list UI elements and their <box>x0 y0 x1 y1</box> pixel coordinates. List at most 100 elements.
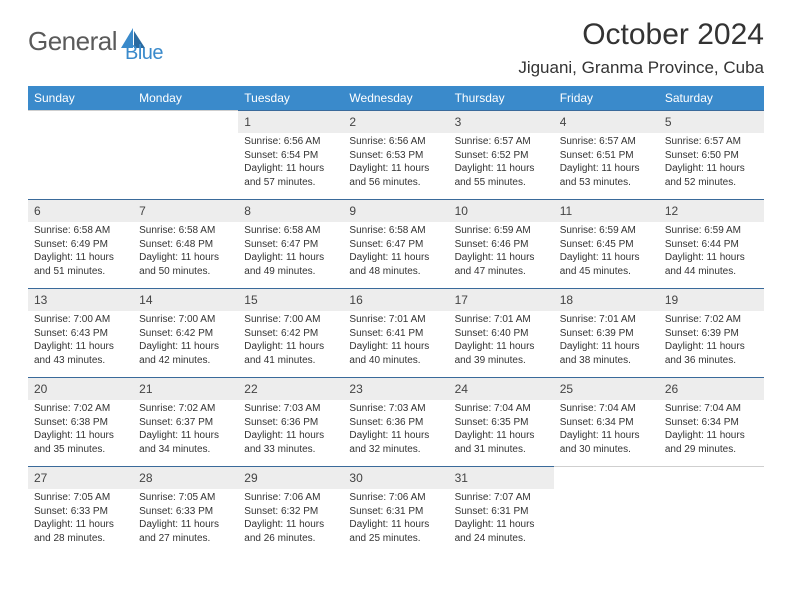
day-body: Sunrise: 7:00 AMSunset: 6:42 PMDaylight:… <box>238 311 343 371</box>
day-body: Sunrise: 7:01 AMSunset: 6:39 PMDaylight:… <box>554 311 659 371</box>
day-body: Sunrise: 7:01 AMSunset: 6:41 PMDaylight:… <box>343 311 448 371</box>
calendar-cell: 21Sunrise: 7:02 AMSunset: 6:37 PMDayligh… <box>133 377 238 466</box>
weekday-header: Monday <box>133 86 238 110</box>
day-body: Sunrise: 7:04 AMSunset: 6:34 PMDaylight:… <box>554 400 659 460</box>
calendar-cell: 22Sunrise: 7:03 AMSunset: 6:36 PMDayligh… <box>238 377 343 466</box>
calendar-cell: 7Sunrise: 6:58 AMSunset: 6:48 PMDaylight… <box>133 199 238 288</box>
calendar-cell <box>133 110 238 199</box>
day-body: Sunrise: 6:58 AMSunset: 6:49 PMDaylight:… <box>28 222 133 282</box>
day-body: Sunrise: 7:00 AMSunset: 6:43 PMDaylight:… <box>28 311 133 371</box>
day-body: Sunrise: 6:58 AMSunset: 6:47 PMDaylight:… <box>343 222 448 282</box>
calendar-cell: 28Sunrise: 7:05 AMSunset: 6:33 PMDayligh… <box>133 466 238 555</box>
day-number: 9 <box>343 199 448 222</box>
weekday-header-row: SundayMondayTuesdayWednesdayThursdayFrid… <box>28 86 764 110</box>
calendar-cell: 31Sunrise: 7:07 AMSunset: 6:31 PMDayligh… <box>449 466 554 555</box>
calendar-cell: 15Sunrise: 7:00 AMSunset: 6:42 PMDayligh… <box>238 288 343 377</box>
day-number: 5 <box>659 110 764 133</box>
day-number: 3 <box>449 110 554 133</box>
weekday-header: Friday <box>554 86 659 110</box>
day-number: 10 <box>449 199 554 222</box>
day-number: 6 <box>28 199 133 222</box>
day-number: 12 <box>659 199 764 222</box>
weekday-header: Saturday <box>659 86 764 110</box>
calendar-cell: 29Sunrise: 7:06 AMSunset: 6:32 PMDayligh… <box>238 466 343 555</box>
day-body: Sunrise: 7:03 AMSunset: 6:36 PMDaylight:… <box>343 400 448 460</box>
day-number: 24 <box>449 377 554 400</box>
day-body: Sunrise: 6:59 AMSunset: 6:44 PMDaylight:… <box>659 222 764 282</box>
day-number: 20 <box>28 377 133 400</box>
day-number: 4 <box>554 110 659 133</box>
day-body: Sunrise: 7:06 AMSunset: 6:32 PMDaylight:… <box>238 489 343 549</box>
calendar-cell: 26Sunrise: 7:04 AMSunset: 6:34 PMDayligh… <box>659 377 764 466</box>
calendar-cell: 24Sunrise: 7:04 AMSunset: 6:35 PMDayligh… <box>449 377 554 466</box>
day-number: 17 <box>449 288 554 311</box>
calendar-cell: 1Sunrise: 6:56 AMSunset: 6:54 PMDaylight… <box>238 110 343 199</box>
day-number: 31 <box>449 466 554 489</box>
day-body: Sunrise: 7:05 AMSunset: 6:33 PMDaylight:… <box>133 489 238 549</box>
logo-text-b: Blue <box>125 42 163 65</box>
calendar-cell: 11Sunrise: 6:59 AMSunset: 6:45 PMDayligh… <box>554 199 659 288</box>
calendar-cell: 9Sunrise: 6:58 AMSunset: 6:47 PMDaylight… <box>343 199 448 288</box>
day-body: Sunrise: 7:00 AMSunset: 6:42 PMDaylight:… <box>133 311 238 371</box>
day-number: 26 <box>659 377 764 400</box>
day-body: Sunrise: 6:56 AMSunset: 6:54 PMDaylight:… <box>238 133 343 193</box>
day-number: 27 <box>28 466 133 489</box>
logo-text-a: General <box>28 26 117 57</box>
calendar-cell: 12Sunrise: 6:59 AMSunset: 6:44 PMDayligh… <box>659 199 764 288</box>
calendar-cell: 16Sunrise: 7:01 AMSunset: 6:41 PMDayligh… <box>343 288 448 377</box>
day-body: Sunrise: 7:06 AMSunset: 6:31 PMDaylight:… <box>343 489 448 549</box>
header: General Blue October 2024 Jiguani, Granm… <box>28 18 764 78</box>
calendar-cell: 10Sunrise: 6:59 AMSunset: 6:46 PMDayligh… <box>449 199 554 288</box>
day-body: Sunrise: 7:05 AMSunset: 6:33 PMDaylight:… <box>28 489 133 549</box>
day-body: Sunrise: 7:02 AMSunset: 6:37 PMDaylight:… <box>133 400 238 460</box>
calendar-cell: 25Sunrise: 7:04 AMSunset: 6:34 PMDayligh… <box>554 377 659 466</box>
day-body: Sunrise: 7:02 AMSunset: 6:38 PMDaylight:… <box>28 400 133 460</box>
day-body: Sunrise: 7:04 AMSunset: 6:34 PMDaylight:… <box>659 400 764 460</box>
title-block: October 2024 Jiguani, Granma Province, C… <box>518 18 764 78</box>
day-body: Sunrise: 6:57 AMSunset: 6:52 PMDaylight:… <box>449 133 554 193</box>
day-number: 7 <box>133 199 238 222</box>
day-number: 13 <box>28 288 133 311</box>
calendar-cell: 13Sunrise: 7:00 AMSunset: 6:43 PMDayligh… <box>28 288 133 377</box>
calendar-row: 1Sunrise: 6:56 AMSunset: 6:54 PMDaylight… <box>28 110 764 199</box>
day-number: 11 <box>554 199 659 222</box>
day-body: Sunrise: 7:02 AMSunset: 6:39 PMDaylight:… <box>659 311 764 371</box>
calendar-cell: 2Sunrise: 6:56 AMSunset: 6:53 PMDaylight… <box>343 110 448 199</box>
day-number-empty <box>28 110 133 133</box>
day-number-empty <box>659 466 764 489</box>
logo: General Blue <box>28 18 163 65</box>
day-body: Sunrise: 7:04 AMSunset: 6:35 PMDaylight:… <box>449 400 554 460</box>
calendar-body: 1Sunrise: 6:56 AMSunset: 6:54 PMDaylight… <box>28 110 764 555</box>
day-number: 2 <box>343 110 448 133</box>
weekday-header: Wednesday <box>343 86 448 110</box>
day-body: Sunrise: 7:03 AMSunset: 6:36 PMDaylight:… <box>238 400 343 460</box>
day-number: 25 <box>554 377 659 400</box>
calendar-cell: 4Sunrise: 6:57 AMSunset: 6:51 PMDaylight… <box>554 110 659 199</box>
day-body: Sunrise: 6:57 AMSunset: 6:51 PMDaylight:… <box>554 133 659 193</box>
calendar-cell: 19Sunrise: 7:02 AMSunset: 6:39 PMDayligh… <box>659 288 764 377</box>
day-number: 23 <box>343 377 448 400</box>
calendar-cell <box>659 466 764 555</box>
day-number-empty <box>133 110 238 133</box>
day-number: 29 <box>238 466 343 489</box>
calendar-cell: 17Sunrise: 7:01 AMSunset: 6:40 PMDayligh… <box>449 288 554 377</box>
calendar-cell: 3Sunrise: 6:57 AMSunset: 6:52 PMDaylight… <box>449 110 554 199</box>
calendar-row: 20Sunrise: 7:02 AMSunset: 6:38 PMDayligh… <box>28 377 764 466</box>
calendar-cell: 20Sunrise: 7:02 AMSunset: 6:38 PMDayligh… <box>28 377 133 466</box>
calendar-cell <box>554 466 659 555</box>
location-text: Jiguani, Granma Province, Cuba <box>518 58 764 78</box>
weekday-header: Tuesday <box>238 86 343 110</box>
day-number: 22 <box>238 377 343 400</box>
day-body: Sunrise: 6:59 AMSunset: 6:46 PMDaylight:… <box>449 222 554 282</box>
calendar-cell: 30Sunrise: 7:06 AMSunset: 6:31 PMDayligh… <box>343 466 448 555</box>
calendar-cell: 6Sunrise: 6:58 AMSunset: 6:49 PMDaylight… <box>28 199 133 288</box>
calendar-row: 13Sunrise: 7:00 AMSunset: 6:43 PMDayligh… <box>28 288 764 377</box>
day-body: Sunrise: 6:59 AMSunset: 6:45 PMDaylight:… <box>554 222 659 282</box>
day-number: 8 <box>238 199 343 222</box>
calendar-row: 27Sunrise: 7:05 AMSunset: 6:33 PMDayligh… <box>28 466 764 555</box>
day-body: Sunrise: 6:58 AMSunset: 6:48 PMDaylight:… <box>133 222 238 282</box>
day-number: 19 <box>659 288 764 311</box>
day-number: 16 <box>343 288 448 311</box>
calendar-table: SundayMondayTuesdayWednesdayThursdayFrid… <box>28 86 764 555</box>
calendar-cell: 5Sunrise: 6:57 AMSunset: 6:50 PMDaylight… <box>659 110 764 199</box>
